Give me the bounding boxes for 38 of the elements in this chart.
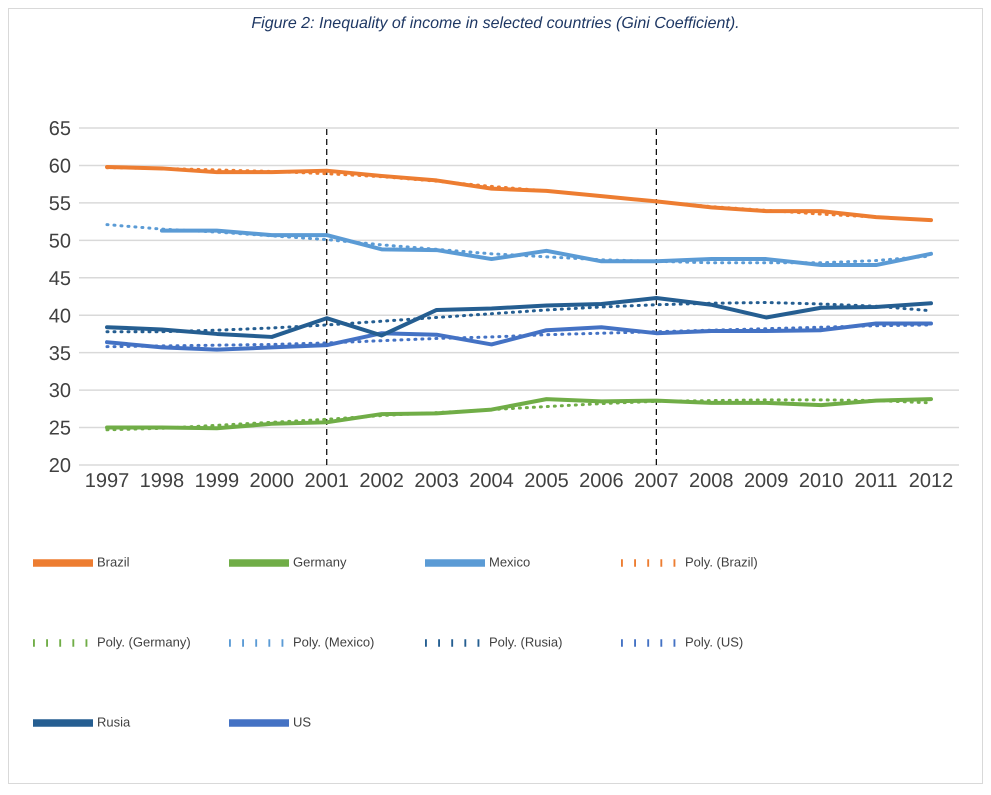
x-tick-label: 2011 bbox=[854, 470, 898, 492]
y-tick-label: 60 bbox=[48, 156, 71, 178]
y-tick-label: 25 bbox=[48, 418, 71, 440]
legend-label: Mexico bbox=[489, 554, 530, 570]
x-tick-label: 2006 bbox=[579, 470, 624, 492]
legend-label: Poly. (Rusia) bbox=[489, 634, 562, 650]
x-tick-label: 2008 bbox=[689, 470, 734, 492]
y-tick-label: 50 bbox=[48, 230, 71, 252]
x-tick-label: 2003 bbox=[414, 470, 459, 492]
x-tick-label: 1999 bbox=[194, 470, 240, 492]
legend-label: US bbox=[293, 714, 312, 730]
y-tick-label: 55 bbox=[48, 192, 71, 215]
y-tick-label: 65 bbox=[48, 118, 71, 140]
legend-label: Poly. (US) bbox=[685, 634, 744, 650]
x-tick-label: 1997 bbox=[84, 470, 130, 492]
y-tick-label: 40 bbox=[48, 305, 71, 328]
y-tick-label: 30 bbox=[48, 380, 71, 402]
legend-label: Poly. (Germany) bbox=[97, 634, 191, 650]
y-tick-label: 35 bbox=[48, 342, 71, 365]
x-tick-label: 2002 bbox=[359, 470, 404, 492]
legend-label: Brazil bbox=[97, 554, 130, 570]
x-tick-label: 2012 bbox=[908, 470, 954, 492]
x-tick-label: 2007 bbox=[634, 470, 679, 492]
legend-label: Rusia bbox=[97, 714, 130, 730]
x-tick-label: 2010 bbox=[798, 470, 844, 492]
x-tick-label: 2000 bbox=[250, 470, 294, 492]
x-tick-label: 2001 bbox=[304, 470, 349, 492]
line-series bbox=[105, 296, 933, 339]
x-tick-label: 2009 bbox=[744, 470, 788, 492]
y-tick-label: 20 bbox=[48, 455, 71, 478]
x-tick-label: 2005 bbox=[524, 470, 569, 492]
legend-label: Germany bbox=[293, 554, 346, 570]
chart-title: Figure 2: Inequality of income in selected countries (Gini Coefficient). bbox=[250, 14, 741, 33]
x-tick-label: 2004 bbox=[469, 470, 514, 492]
y-tick-label: 45 bbox=[48, 268, 71, 290]
legend-label: Poly. (Brazil) bbox=[685, 554, 758, 570]
x-tick-label: 1998 bbox=[140, 470, 184, 492]
legend-label: Poly. (Mexico) bbox=[293, 634, 374, 650]
